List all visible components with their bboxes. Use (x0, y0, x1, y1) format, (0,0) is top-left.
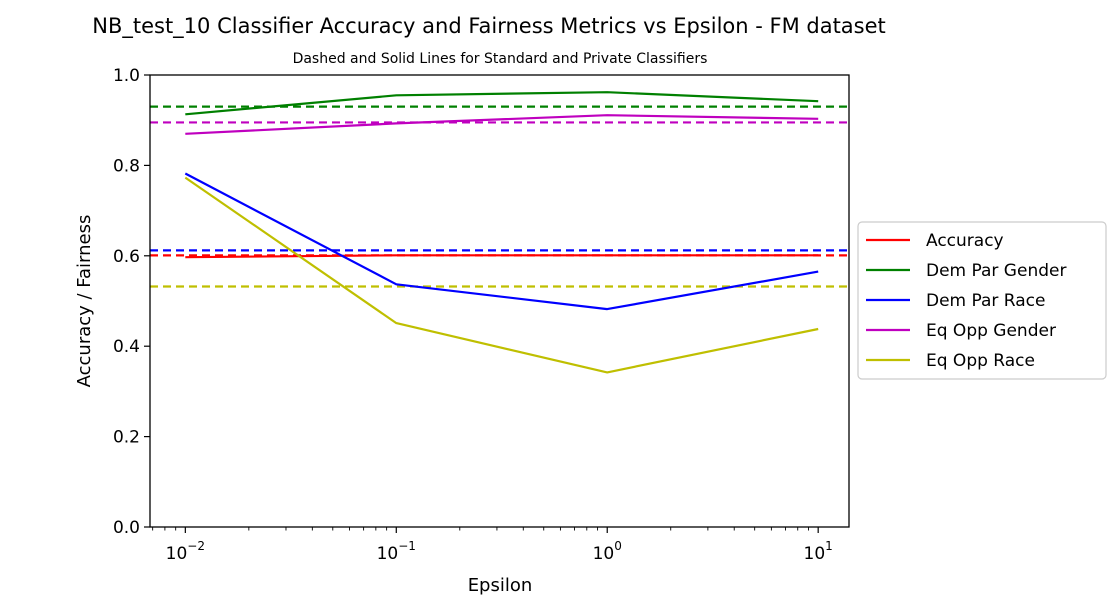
x-tick-exponent: 0 (614, 539, 622, 553)
series-line (185, 91, 819, 116)
private-lines (184, 91, 819, 374)
y-tick-label: 1.0 (113, 66, 140, 86)
x-tick-base: 10 (804, 544, 826, 564)
legend-box (857, 221, 1107, 380)
legend-label: Dem Par Gender (926, 261, 1066, 281)
x-tick-label: 100 (593, 539, 622, 564)
x-tick-exponent: −2 (187, 539, 205, 553)
series-line (184, 176, 819, 374)
y-tick-label: 0.4 (113, 337, 140, 357)
chart-subtitle: Dashed and Solid Lines for Standard and … (293, 51, 708, 67)
legend-label: Dem Par Race (926, 291, 1045, 311)
y-tick-label: 0.6 (113, 247, 140, 267)
legend: Accuracy Dem Par Gender Dem Par Race Eq Opp… (857, 221, 1107, 380)
x-tick-exponent: −1 (398, 539, 416, 553)
x-tick-base: 10 (377, 544, 399, 564)
x-tick-label: 10−1 (377, 539, 416, 564)
legend-label: Eq Opp Gender (926, 321, 1056, 341)
standard-lines (150, 105, 849, 288)
legend-label: Accuracy (926, 231, 1004, 251)
series-line (185, 254, 819, 259)
x-tick-base: 10 (593, 544, 615, 564)
x-axis: 10−2 10−1 100 101 (166, 527, 833, 564)
chart-title: NB_test_10 Classifier Accuracy and Fairn… (92, 14, 886, 39)
plot-frame (149, 74, 850, 528)
x-tick-base: 10 (166, 544, 188, 564)
x-tick-label: 101 (804, 539, 833, 564)
y-tick-label: 0.8 (113, 156, 140, 176)
y-axis-label: Accuracy / Fairness (74, 215, 95, 388)
legend-label: Eq Opp Race (926, 351, 1035, 371)
series-line (185, 114, 819, 135)
x-tick-label: 10−2 (166, 539, 205, 564)
y-tick-label: 0.0 (113, 518, 140, 538)
series-line (184, 172, 819, 311)
x-tick-exponent: 1 (825, 539, 833, 553)
y-axis: 0.0 0.2 0.4 0.6 0.8 1.0 (113, 66, 150, 538)
x-axis-label: Epsilon (468, 575, 533, 596)
y-tick-label: 0.2 (113, 428, 140, 448)
